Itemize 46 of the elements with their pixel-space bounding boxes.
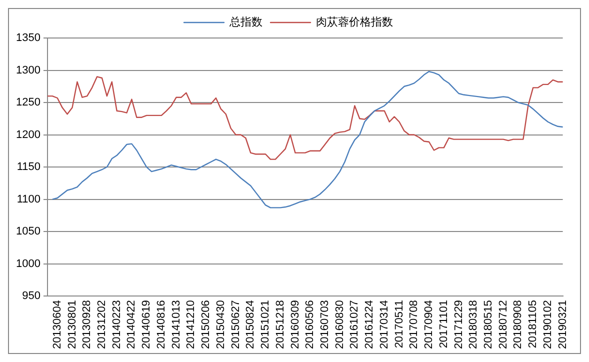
y-tick-label: 1150 — [16, 161, 40, 174]
x-tick-label: 20161224 — [364, 300, 376, 350]
x-tick-label: 20160830 — [334, 300, 346, 350]
x-tick-label: 20180712 — [497, 300, 510, 350]
x-tick-label: 20171229 — [452, 300, 465, 350]
x-tick-label: 20140223 — [110, 300, 123, 350]
x-tick-label: 20180515 — [482, 300, 495, 350]
x-tick-label: 20180318 — [468, 300, 480, 350]
x-tick-label: 20150430 — [214, 300, 227, 350]
y-tick-label: 1000 — [16, 258, 40, 270]
y-tick-label: 1250 — [16, 96, 40, 109]
x-tick-label: 20190102 — [542, 300, 554, 350]
x-tick-label: 20141210 — [185, 300, 198, 350]
y-tick-label: 1300 — [16, 64, 40, 76]
x-tick-label: 20180908 — [512, 300, 524, 350]
x-tick-label: 20151021 — [260, 300, 272, 350]
x-tick-label: 20130801 — [66, 300, 78, 350]
x-tick-label: 20140816 — [155, 300, 168, 350]
legend-label: 总指数 — [228, 16, 262, 29]
x-tick-label: 20150824 — [244, 300, 257, 350]
x-tick-label: 20170314 — [378, 300, 390, 350]
x-tick-label: 20150627 — [230, 300, 242, 350]
y-tick-label: 1200 — [16, 128, 40, 141]
x-tick-label: 20160506 — [304, 300, 316, 350]
x-tick-label: 20130928 — [81, 300, 94, 350]
y-tick-label: 1350 — [16, 32, 40, 44]
x-tick-label: 20131202 — [96, 300, 108, 350]
x-tick-label: 20190321 — [556, 300, 569, 350]
x-tick-label: 20151218 — [274, 300, 286, 350]
x-tick-label: 20170708 — [408, 300, 420, 350]
x-tick-label: 20140619 — [140, 300, 153, 350]
x-tick-label: 20161027 — [348, 300, 361, 350]
y-tick-label: 1050 — [16, 226, 40, 238]
x-tick-label: 20150206 — [200, 300, 212, 350]
x-tick-label: 20160703 — [318, 300, 331, 350]
x-tick-label: 20171101 — [438, 300, 450, 348]
y-tick-label: 1100 — [16, 193, 40, 206]
x-tick-label: 20181105 — [527, 300, 540, 348]
x-tick-label: 20170511 — [393, 300, 406, 348]
legend-label: 肉苁蓉价格指数 — [316, 16, 393, 29]
x-tick-label: 20130604 — [51, 300, 64, 350]
y-tick-label: 950 — [22, 290, 40, 302]
x-tick-label: 20141013 — [170, 300, 182, 350]
x-tick-label: 20160309 — [289, 300, 302, 350]
x-tick-label: 20140422 — [126, 300, 138, 350]
x-tick-label: 20170904 — [423, 300, 436, 350]
